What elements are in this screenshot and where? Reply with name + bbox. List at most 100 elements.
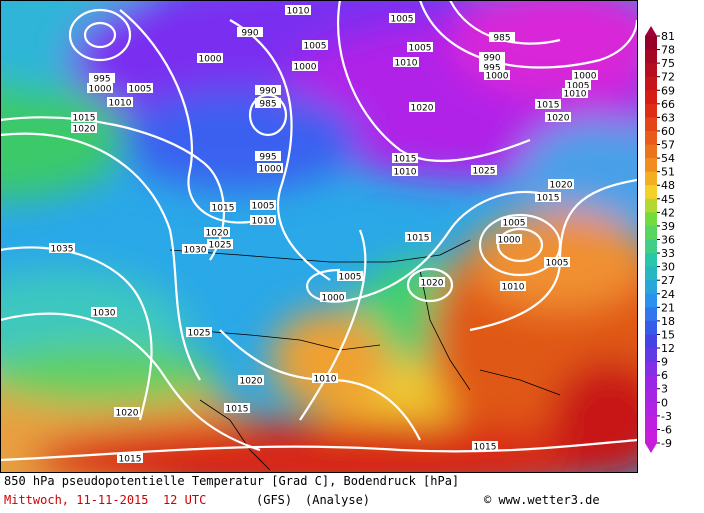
label-box (535, 99, 561, 109)
isobar-label: 1020 (419, 277, 445, 289)
isobar-label: 1020 (545, 112, 571, 124)
label-box (389, 13, 415, 23)
isobar-label: 990 (255, 85, 281, 97)
isobar-value: 985 (259, 100, 276, 110)
isobar-value: 1010 (394, 168, 417, 178)
isobar-label: 1005 (501, 217, 527, 229)
isobar-label: 1015 (117, 453, 143, 465)
caption-credit: © www.wetter3.de (484, 493, 600, 507)
isobar-value: 1005 (304, 42, 327, 52)
isobar-value: 1000 (199, 55, 222, 65)
colorbar-segment (645, 266, 657, 281)
isobar-value: 1010 (109, 99, 132, 109)
label-box (89, 73, 115, 83)
colorbar-label: 63 (661, 111, 675, 124)
isobar-label: 1000 (197, 53, 223, 65)
colorbar-segment (645, 171, 657, 186)
isobar-label: 990 (479, 52, 505, 64)
colorbar-label: 21 (661, 301, 675, 314)
colorbar-label: 48 (661, 179, 675, 192)
label-box (91, 307, 117, 317)
label-box (472, 441, 498, 451)
map-frame (0, 0, 638, 473)
isobar-label: 1005 (302, 40, 328, 52)
isobar-value: 1010 (502, 283, 525, 293)
isobar-label: 1020 (238, 375, 264, 387)
isobar-label: 1005 (337, 271, 363, 283)
caption-date: Mittwoch, 11-11-2015 12 UTC (4, 493, 207, 507)
isobar-value: 1005 (409, 44, 432, 54)
isobar-value: 1015 (212, 204, 235, 214)
temperature-field: 1010 1005 985 990 1005 1000 995 1000 1005 1010 990… (0, 0, 637, 472)
isobars (0, 0, 637, 462)
caption-model: (GFS) (256, 493, 293, 507)
colorbar-segment (645, 307, 657, 322)
isobar-value: 1000 (294, 63, 317, 73)
colorbar-label: 33 (661, 247, 675, 260)
isobar-value: 1010 (252, 217, 275, 227)
isobar-label: 1015 (472, 441, 498, 453)
isobar-label: 1010 (562, 88, 588, 100)
label-box (548, 179, 574, 189)
isobar-label: 1015 (535, 192, 561, 204)
isobar-value: 1000 (259, 165, 282, 175)
colorbar-segment (645, 348, 657, 363)
isobar-value: 1025 (188, 329, 211, 339)
isobar-value: 990 (483, 54, 500, 64)
colorbar-label: 45 (661, 193, 675, 206)
isobar-label: 1015 (535, 99, 561, 111)
colorbar-segment (645, 76, 657, 91)
isobar-value: 1000 (89, 85, 112, 95)
isobar-value: 1015 (537, 101, 560, 111)
colorbar-label: 72 (661, 71, 675, 84)
isobar-label: 1025 (471, 165, 497, 177)
isobar-label: 1010 (250, 215, 276, 227)
colorbar-label: 24 (661, 288, 675, 301)
label-box (312, 373, 338, 383)
isobar-value: 1015 (394, 155, 417, 165)
isobar-value: 1010 (314, 375, 337, 385)
isobar-value: 1005 (391, 15, 414, 25)
isobar-value: 1030 (93, 309, 116, 319)
colorbar-segment (645, 185, 657, 200)
label-box (535, 192, 561, 202)
isobar-label: 1010 (393, 57, 419, 69)
label-box (117, 453, 143, 463)
label-box (489, 32, 515, 42)
caption-line: 850 hPa pseudopotentielle Temperatur [Gr… (4, 474, 460, 488)
isobar-value: 1020 (206, 229, 229, 239)
colorbar-label: 69 (661, 84, 675, 97)
colorbar-segment (645, 375, 657, 390)
colorbar-label: 36 (661, 234, 675, 247)
isobar-value: 1035 (51, 245, 74, 255)
colorbar-segment (645, 90, 657, 105)
isobar-label: 995 (255, 151, 281, 163)
isobar-value: 1025 (209, 241, 232, 251)
isobar-label: 1000 (320, 292, 346, 304)
colorbar-segment (645, 293, 657, 308)
label-box (238, 375, 264, 385)
label-box (237, 27, 263, 37)
label-box (257, 163, 283, 173)
colorbar-segment (645, 36, 657, 51)
isobar-label: 1005 (389, 13, 415, 25)
label-box (127, 83, 153, 93)
colorbar-segment (645, 158, 657, 173)
label-box (562, 88, 588, 98)
label-box (479, 52, 505, 62)
label-box (302, 40, 328, 50)
label-box (182, 244, 208, 254)
isobar-label: 1020 (409, 102, 435, 114)
label-box (207, 239, 233, 249)
label-box (255, 85, 281, 95)
colorbar-segment (645, 49, 657, 64)
isobar-label: 1015 (210, 202, 236, 214)
colorbar-arrow-top (645, 26, 657, 36)
colorbar-segment (645, 130, 657, 146)
colorbar-label: 75 (661, 57, 675, 70)
label-box (405, 232, 431, 242)
isobar-value: 1020 (116, 409, 139, 419)
colorbar-segment (645, 253, 657, 268)
colorbar-label: 9 (661, 356, 668, 369)
